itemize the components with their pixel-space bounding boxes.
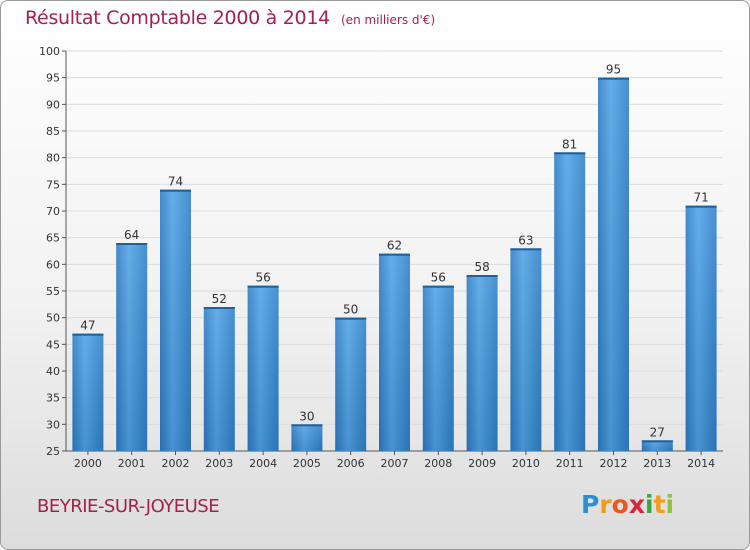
logo-letter: x — [628, 490, 645, 519]
bar-shade-2013 — [641, 440, 673, 451]
logo-letter: i — [645, 490, 654, 519]
bar-shade-2014 — [685, 205, 717, 451]
bar-top-2004 — [247, 285, 279, 288]
bar-top-2013 — [641, 440, 673, 443]
y-tick-label: 85 — [46, 125, 60, 138]
bar-top-2007 — [379, 253, 410, 256]
x-tick-label: 2007 — [381, 457, 409, 470]
x-tick-label: 2009 — [468, 457, 496, 470]
x-tick-label: 2012 — [600, 457, 628, 470]
bar-top-2008 — [422, 285, 454, 288]
y-tick-label: 40 — [46, 365, 60, 378]
value-label: 63 — [518, 233, 533, 247]
logo-letter: i — [665, 490, 675, 519]
y-tick-label: 70 — [46, 205, 60, 218]
bar-top-2000 — [72, 333, 104, 336]
bar-top-2012 — [598, 77, 629, 80]
logo-letter: P — [581, 490, 600, 519]
value-label: 95 — [606, 63, 621, 77]
bar-top-2010 — [510, 248, 542, 251]
bar-shade-2007 — [379, 253, 410, 451]
y-tick-label: 100 — [39, 45, 60, 58]
chart-title: Résultat Comptable 2000 à 2014 — [25, 7, 330, 29]
bar-top-2001 — [116, 243, 148, 245]
y-tick-label: 65 — [46, 232, 60, 245]
bar-top-2003 — [203, 307, 235, 309]
value-label: 50 — [343, 303, 358, 317]
logo-letter: t — [653, 490, 666, 519]
value-label: 56 — [431, 271, 446, 285]
y-tick-label: 50 — [46, 312, 60, 325]
value-label: 27 — [650, 425, 665, 439]
chart-subtitle: (en milliers d'€) — [341, 13, 436, 27]
value-label: 52 — [212, 292, 227, 306]
value-label: 74 — [168, 175, 183, 189]
bar-shade-2012 — [598, 77, 629, 452]
x-tick-label: 2000 — [74, 457, 102, 470]
bar-shade-2002 — [160, 189, 191, 451]
bar-shade-2004 — [247, 285, 279, 451]
bar-shade-2009 — [466, 275, 498, 451]
value-label: 71 — [693, 191, 708, 205]
value-label: 81 — [562, 137, 577, 151]
x-tick-label: 2006 — [337, 457, 365, 470]
commune-name: BEYRIE-SUR-JOYEUSE — [37, 496, 220, 517]
y-tick-label: 80 — [46, 152, 60, 165]
y-tick-label: 45 — [46, 338, 60, 351]
value-label: 62 — [387, 239, 402, 253]
bar-shade-2010 — [510, 248, 542, 451]
bar-shade-2005 — [291, 424, 323, 451]
bar-shade-2006 — [335, 317, 367, 451]
x-tick-label: 2014 — [687, 457, 715, 470]
value-label: 58 — [474, 260, 489, 274]
value-label: 47 — [80, 319, 95, 333]
x-tick-label: 2003 — [205, 457, 233, 470]
x-tick-label: 2004 — [249, 457, 277, 470]
x-tick-label: 2011 — [556, 457, 584, 470]
bar-shade-2008 — [422, 285, 454, 451]
bar-top-2014 — [685, 205, 717, 208]
bars — [72, 77, 717, 452]
y-tick-label: 55 — [46, 285, 60, 298]
bar-shade-2001 — [116, 243, 148, 451]
y-tick-label: 30 — [46, 418, 60, 431]
x-tick-label: 2008 — [424, 457, 452, 470]
y-tick-label: 35 — [46, 392, 60, 405]
bar-shade-2000 — [72, 333, 104, 451]
bar-top-2002 — [160, 189, 191, 192]
logo-letter: o — [611, 490, 629, 519]
x-tick-label: 2010 — [512, 457, 540, 470]
value-label: 56 — [255, 271, 270, 285]
y-tick-label: 25 — [46, 445, 60, 458]
labels: 25 30 35 40 45 50 55 60 65 70 75 80 85 90 95 100 47 2000 6… — [39, 45, 715, 470]
y-tick-label: 60 — [46, 258, 60, 271]
bar-top-2011 — [554, 152, 586, 155]
x-tick-label: 2013 — [643, 457, 671, 470]
bar-top-2005 — [291, 424, 323, 427]
value-label: 64 — [124, 228, 139, 242]
value-label: 30 — [299, 409, 314, 423]
y-tick-label: 75 — [46, 178, 60, 191]
x-tick-label: 2001 — [118, 457, 146, 470]
bar-shade-2003 — [203, 307, 235, 451]
y-tick-label: 95 — [46, 72, 60, 85]
y-tick-label: 90 — [46, 98, 60, 111]
bar-shade-2011 — [554, 152, 586, 452]
x-tick-label: 2005 — [293, 457, 321, 470]
x-tick-label: 2002 — [162, 457, 190, 470]
logo-letter: r — [599, 490, 612, 519]
proxiti-logo: Proxiti — [581, 490, 674, 519]
bar-top-2006 — [335, 317, 367, 320]
bar-top-2009 — [466, 275, 498, 277]
